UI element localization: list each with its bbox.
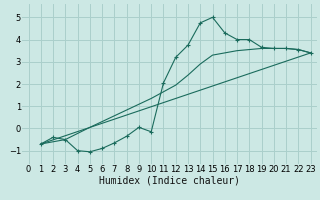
X-axis label: Humidex (Indice chaleur): Humidex (Indice chaleur) — [99, 176, 240, 186]
